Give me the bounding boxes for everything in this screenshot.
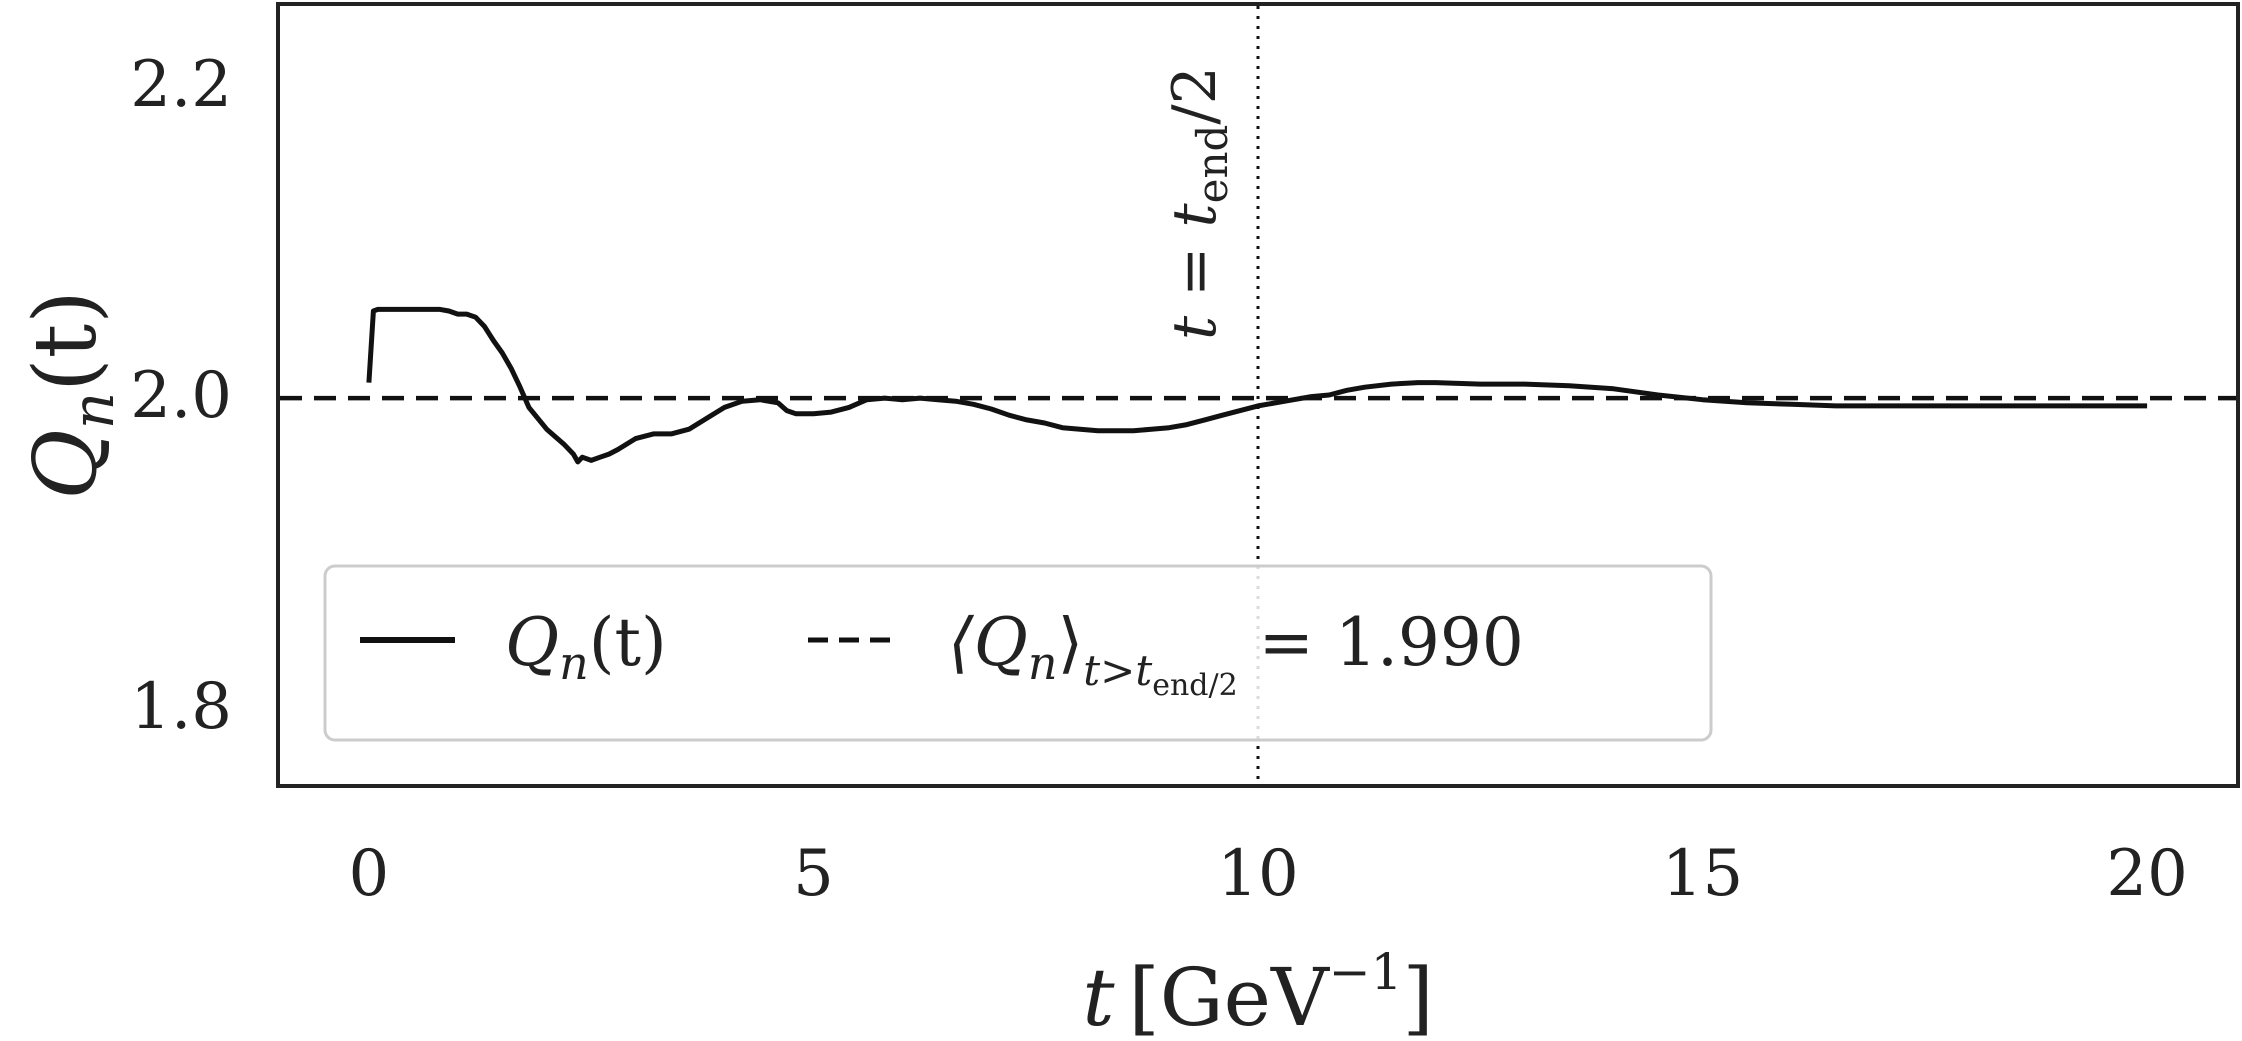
legend-dashed-sub1: n bbox=[1028, 636, 1058, 690]
vline-label-main: t = t bbox=[1160, 202, 1230, 340]
legend-solid-label: Qn(t) bbox=[505, 604, 667, 690]
legend-solid-q: Q bbox=[505, 604, 559, 681]
y-tick-label: 2.2 bbox=[130, 48, 232, 122]
y-axis-ticks: 1.8 2.0 2.2 bbox=[130, 48, 232, 744]
x-tick-label: 0 bbox=[349, 837, 390, 911]
vline-label-tail: /2 bbox=[1160, 66, 1230, 124]
x-tick-label: 20 bbox=[2106, 837, 2187, 911]
legend-dashed-sub3: end/2 bbox=[1152, 668, 1237, 703]
y-axis-label-main: Q bbox=[16, 429, 116, 500]
legend-dashed-sub2: t>t bbox=[1083, 646, 1152, 695]
legend-dashed-main: ⟨Q bbox=[948, 604, 1028, 681]
x-tick-label: 15 bbox=[1662, 837, 1743, 911]
y-axis-label-tail: (t) bbox=[16, 290, 116, 392]
legend-box bbox=[323, 564, 1713, 742]
plot-frame bbox=[276, 2, 2240, 788]
vline-label: t = tend/2 bbox=[1160, 66, 1237, 340]
y-axis-label-sub: n bbox=[59, 392, 127, 429]
y-tick-label: 1.8 bbox=[130, 670, 232, 744]
x-axis-ticks: 0 5 10 15 20 bbox=[349, 837, 2188, 911]
x-axis-label-close: ] bbox=[1402, 951, 1433, 1041]
legend-solid-tail: (t) bbox=[589, 604, 667, 681]
legend-dashed-label: ⟨Qn⟩t>tend/2 = 1.990 bbox=[948, 604, 1524, 703]
legend-dashed-close: ⟩ bbox=[1058, 604, 1084, 681]
y-tick-label: 2.0 bbox=[130, 359, 232, 433]
qn-series-line bbox=[366, 306, 2148, 465]
x-tick-label: 10 bbox=[1217, 837, 1298, 911]
x-axis-label: t [GeV−1] bbox=[1082, 943, 1433, 1041]
x-axis-label-main: t bbox=[1082, 951, 1115, 1041]
x-axis-label-unit: [GeV bbox=[1128, 951, 1329, 1041]
legend: Qn(t) ⟨Qn⟩t>tend/2 = 1.990 bbox=[323, 564, 1713, 742]
y-axis-label: Qn(t) bbox=[16, 290, 127, 500]
legend-solid-sub: n bbox=[559, 636, 589, 690]
legend-dashed-value: = 1.990 bbox=[1238, 604, 1524, 681]
x-axis-label-exp: −1 bbox=[1329, 943, 1403, 1001]
vline-label-sub: end bbox=[1188, 125, 1237, 204]
x-tick-label: 5 bbox=[793, 837, 834, 911]
